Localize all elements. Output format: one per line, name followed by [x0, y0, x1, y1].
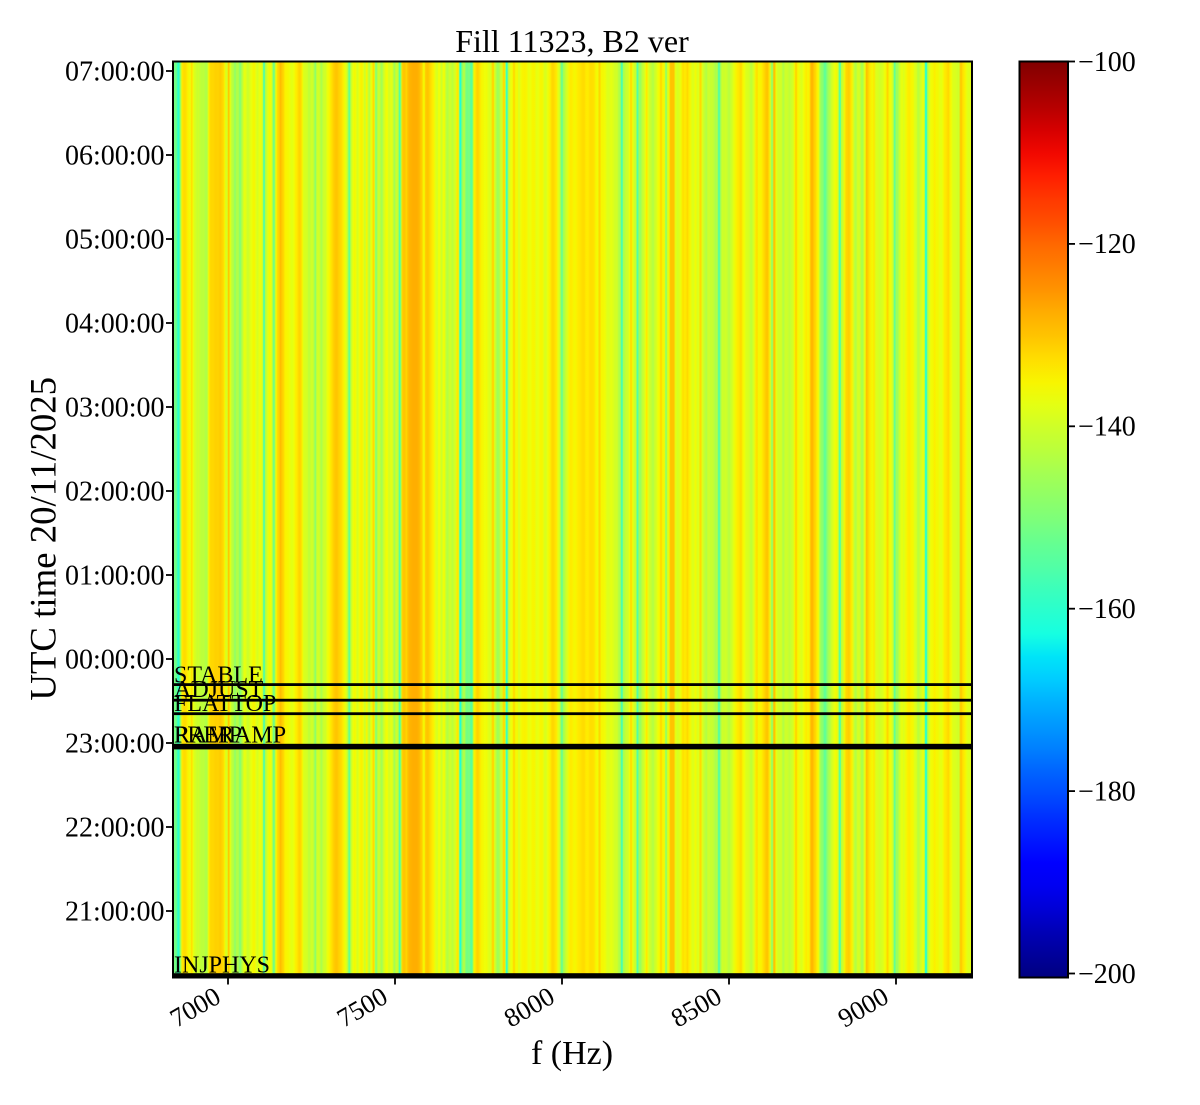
svg-text:Fill 11323, B2 ver: Fill 11323, B2 ver: [455, 23, 689, 59]
svg-text:−120: −120: [1078, 229, 1136, 260]
svg-text:f (Hz): f (Hz): [531, 1035, 613, 1072]
svg-text:21:00:00: 21:00:00: [65, 896, 165, 927]
svg-text:UTC time 20/11/2025: UTC time 20/11/2025: [23, 377, 64, 701]
svg-text:23:00:00: 23:00:00: [65, 728, 165, 759]
svg-text:−140: −140: [1078, 412, 1136, 443]
svg-text:03:00:00: 03:00:00: [65, 392, 165, 423]
svg-text:PRERAMP: PRERAMP: [174, 722, 286, 748]
svg-text:−180: −180: [1078, 776, 1136, 807]
svg-text:ADJUST: ADJUST: [174, 677, 264, 703]
svg-text:06:00:00: 06:00:00: [65, 140, 165, 171]
svg-text:−200: −200: [1078, 959, 1136, 990]
svg-text:FLATTOP: FLATTOP: [174, 691, 276, 717]
svg-text:22:00:00: 22:00:00: [65, 812, 165, 843]
svg-text:−160: −160: [1078, 594, 1136, 625]
svg-text:04:00:00: 04:00:00: [65, 308, 165, 339]
svg-text:01:00:00: 01:00:00: [65, 560, 165, 591]
svg-text:INJPHYS: INJPHYS: [174, 952, 270, 978]
svg-text:RAMP: RAMP: [174, 722, 242, 748]
svg-text:STABLE: STABLE: [174, 662, 263, 688]
svg-text:00:00:00: 00:00:00: [65, 644, 165, 675]
svg-text:07:00:00: 07:00:00: [65, 56, 165, 87]
svg-text:02:00:00: 02:00:00: [65, 476, 165, 507]
svg-text:05:00:00: 05:00:00: [65, 224, 165, 255]
svg-text:−100: −100: [1078, 47, 1136, 78]
